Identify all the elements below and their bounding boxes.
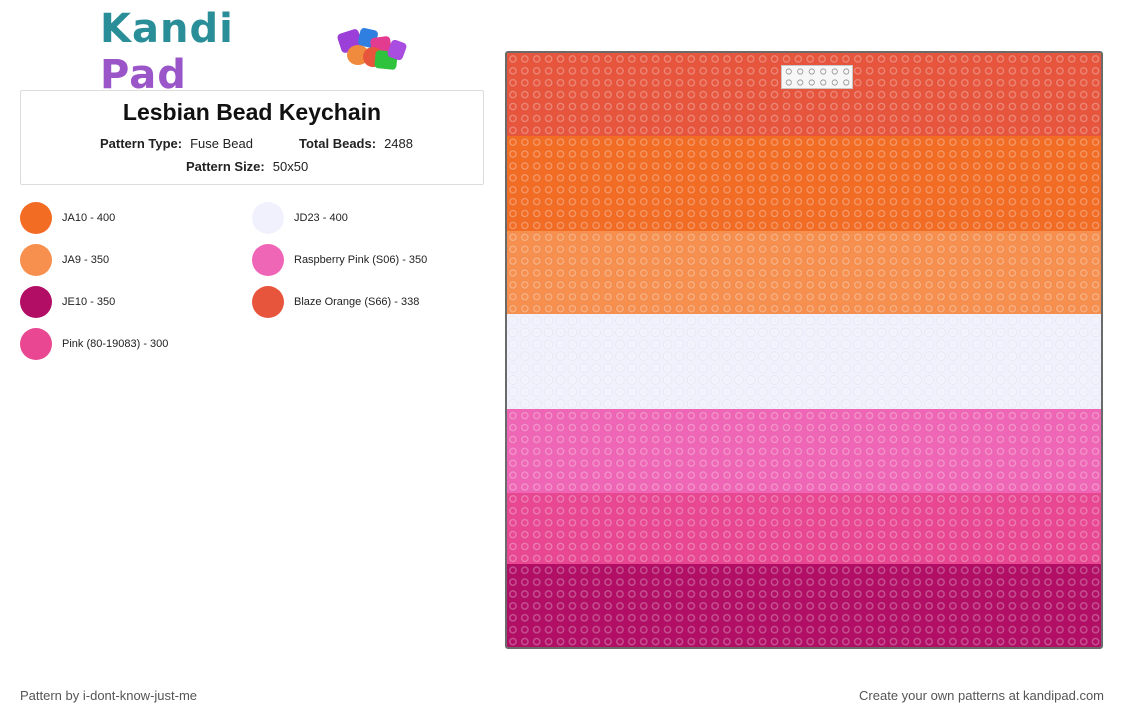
kandipad-promo-link[interactable]: Create your own patterns at kandipad.com	[859, 688, 1104, 703]
pattern-size-value: 50x50	[272, 159, 309, 174]
color-stripe	[507, 136, 1101, 232]
logo-wordmark: Kandi Pad	[100, 6, 325, 98]
keychain-ring-marker	[781, 65, 853, 89]
pattern-credit: Pattern by i-dont-know-just-me	[20, 688, 198, 703]
total-beads-label: Total Beads:	[299, 136, 377, 151]
palette-item: Raspberry Pink (S06) - 350	[252, 244, 427, 276]
pattern-info-card: Lesbian Bead Keychain Pattern Type: Fuse …	[20, 90, 484, 185]
color-swatch	[20, 244, 52, 276]
bead-pile-icon	[333, 27, 410, 77]
total-beads: Total Beads: 2488	[299, 136, 413, 151]
color-stripe	[507, 409, 1101, 494]
bead-pattern-board[interactable]	[505, 51, 1103, 649]
palette-item-label: Raspberry Pink (S06) - 350	[294, 254, 428, 266]
pattern-title: Lesbian Bead Keychain	[122, 99, 382, 125]
color-swatch	[252, 286, 284, 318]
palette-item: JA9 - 350	[20, 244, 109, 276]
palette-item: JE10 - 350	[20, 286, 115, 318]
pattern-type: Pattern Type: Fuse Bead	[100, 136, 253, 151]
palette-item: JD23 - 400	[252, 202, 348, 234]
logo-word-kandi: Kandi	[100, 6, 234, 52]
color-stripe	[507, 231, 1101, 315]
color-swatch	[20, 202, 52, 234]
palette-item-label: JD23 - 400	[294, 212, 348, 224]
color-stripe	[507, 492, 1101, 565]
color-swatch	[20, 286, 52, 318]
color-swatch	[20, 328, 52, 360]
palette-item-label: JA9 - 350	[62, 254, 110, 266]
palette-item: Pink (80-19083) - 300	[20, 328, 168, 360]
pattern-size-label: Pattern Size:	[186, 159, 265, 174]
color-stripe	[507, 314, 1101, 410]
palette-item-label: JA10 - 400	[62, 212, 116, 224]
pattern-type-label: Pattern Type:	[100, 136, 183, 151]
pattern-size: Pattern Size: 50x50	[186, 159, 308, 174]
total-beads-value: 2488	[384, 136, 413, 151]
palette-item: JA10 - 400	[20, 202, 115, 234]
palette-item: Blaze Orange (S66) - 338	[252, 286, 419, 318]
pattern-type-value: Fuse Bead	[190, 136, 253, 151]
palette-item-label: Blaze Orange (S66) - 338	[294, 296, 420, 308]
palette-item-label: Pink (80-19083) - 300	[62, 338, 169, 350]
color-swatch	[252, 202, 284, 234]
color-swatch	[252, 244, 284, 276]
kandipad-logo[interactable]: Kandi Pad	[100, 6, 410, 98]
palette-item-label: JE10 - 350	[62, 296, 116, 308]
color-stripe	[507, 563, 1101, 647]
